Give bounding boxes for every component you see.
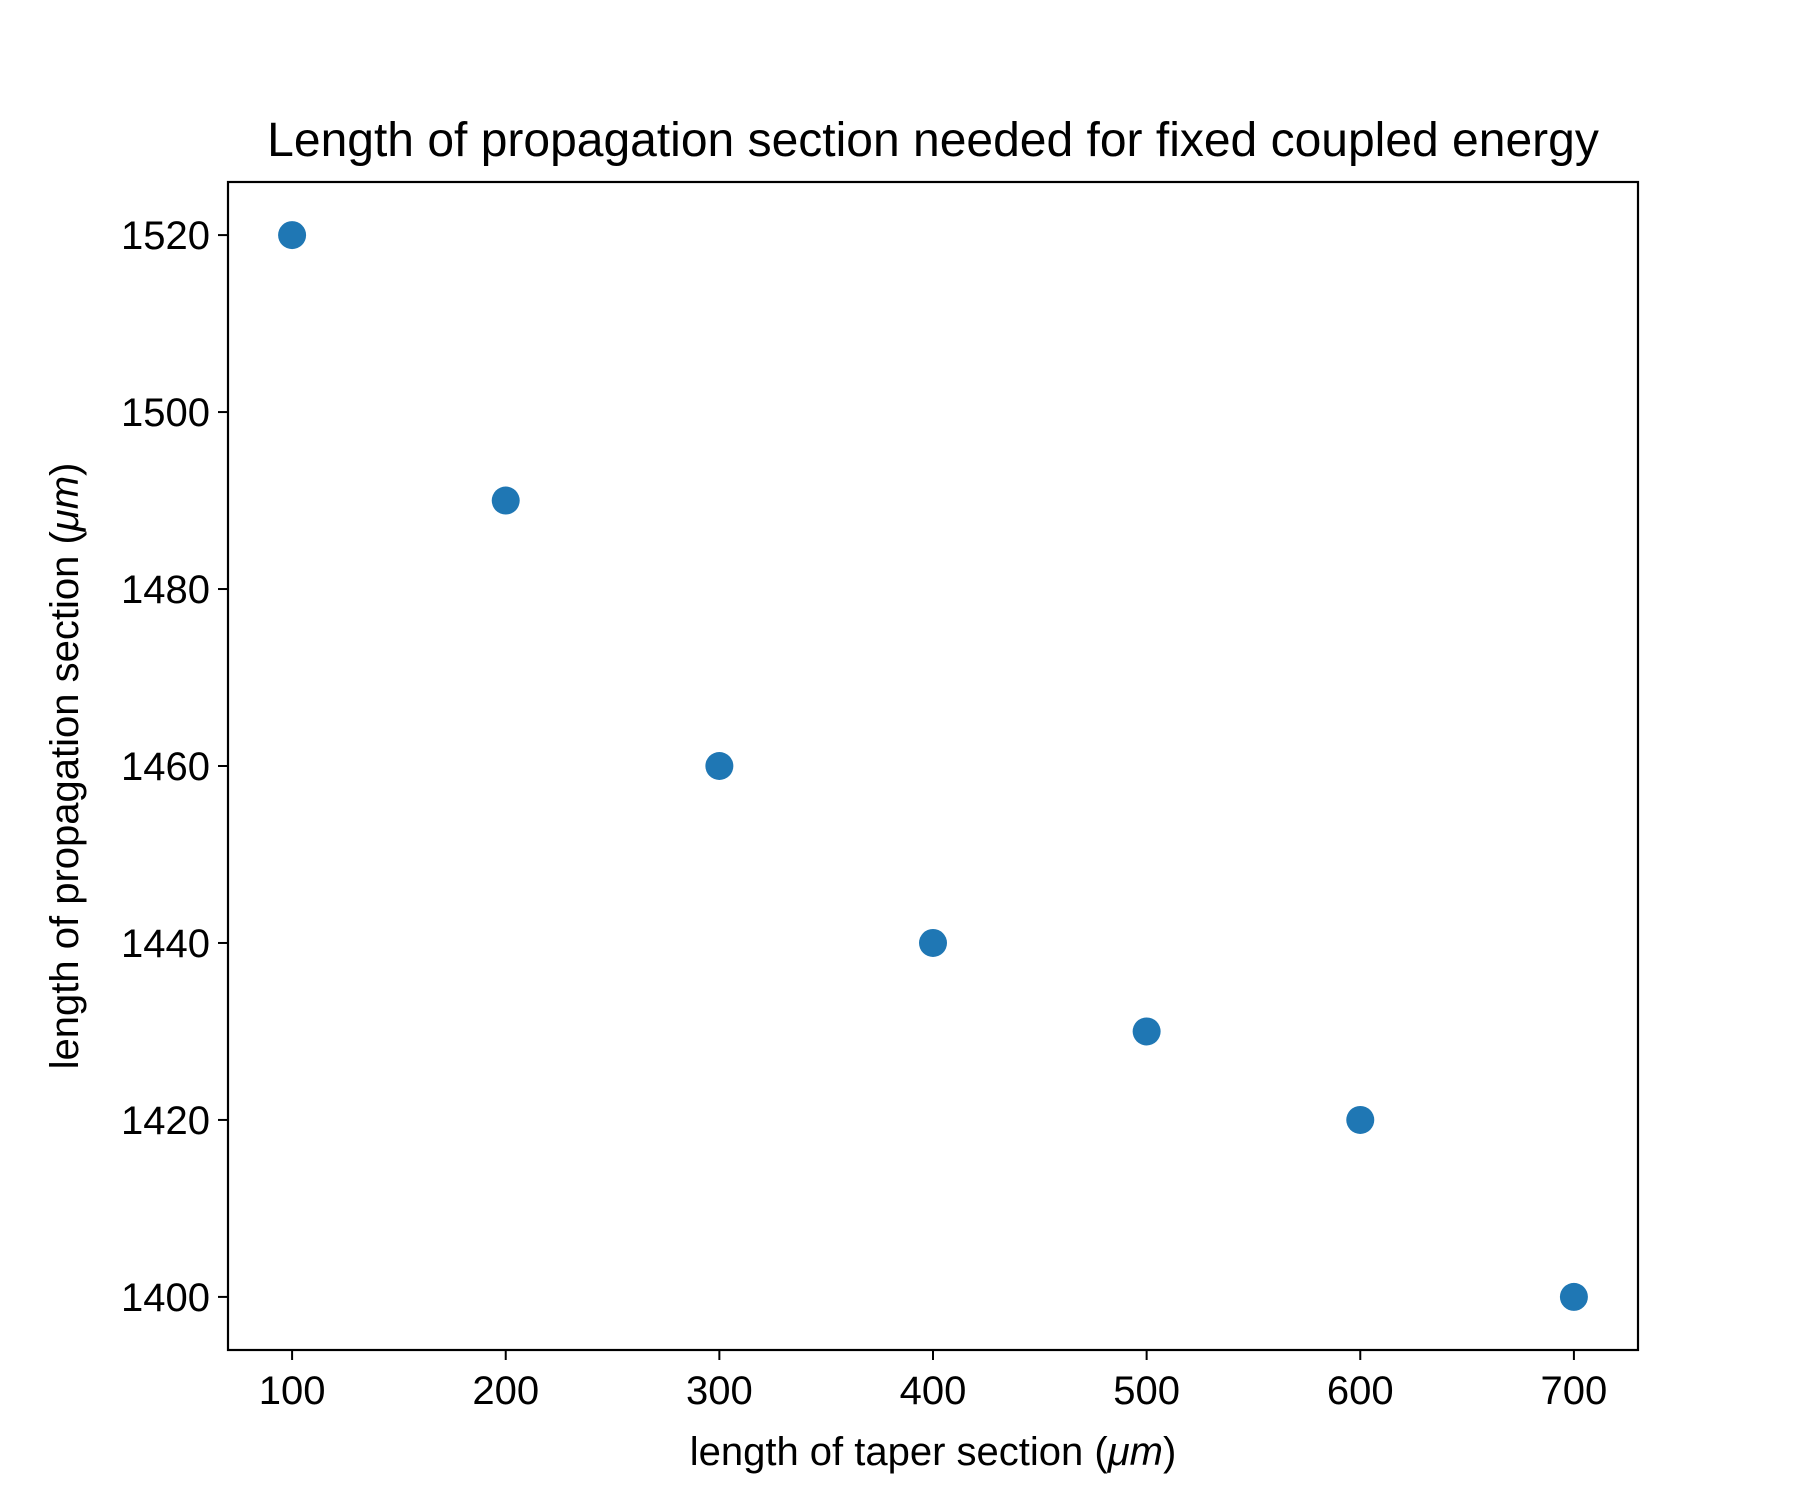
y-tick-label: 1440 [121, 922, 210, 966]
data-point-5 [1132, 1017, 1161, 1046]
y-axis-ticks: 1400 1420 1440 1460 1480 1500 1520 [121, 214, 228, 1320]
x-tick-label: 700 [1541, 1369, 1608, 1413]
y-axis-label-prefix: length of propagation section ( [43, 531, 87, 1070]
data-point-6 [1346, 1105, 1375, 1134]
x-tick-label: 200 [472, 1369, 539, 1413]
x-tick-label: 500 [1113, 1369, 1180, 1413]
x-tick-label: 600 [1327, 1369, 1394, 1413]
x-tick-label: 400 [900, 1369, 967, 1413]
y-tick-label: 1500 [121, 391, 210, 435]
x-axis-label-prefix: length of taper section ( [690, 1430, 1109, 1474]
y-tick-label: 1480 [121, 568, 210, 612]
x-axis-label: length of taper section (μm) [690, 1430, 1177, 1474]
y-axis-label-suffix: ) [43, 463, 87, 476]
data-point-4 [919, 928, 947, 957]
x-axis-ticks: 100 200 300 400 500 600 700 [259, 1350, 1608, 1413]
x-tick-label: 300 [686, 1369, 753, 1413]
chart-title: Length of propagation section needed for… [267, 114, 1599, 167]
y-axis-label: length of propagation section (μm) [43, 463, 87, 1070]
y-axis-label-unit: μm [43, 476, 87, 532]
y-tick-label: 1520 [121, 214, 210, 258]
x-axis-label-suffix: ) [1163, 1430, 1176, 1474]
data-point-2 [491, 486, 520, 515]
data-point-3 [705, 752, 734, 780]
scatter-points [278, 221, 1588, 1311]
x-axis-label-unit: μm [1107, 1430, 1163, 1474]
x-tick-label: 100 [259, 1369, 326, 1413]
data-point-1 [278, 221, 307, 250]
y-tick-label: 1460 [121, 745, 210, 789]
y-tick-label: 1420 [121, 1099, 210, 1143]
y-tick-label: 1400 [121, 1276, 210, 1320]
plot-area-frame [226, 180, 1640, 1352]
data-point-7 [1559, 1282, 1588, 1311]
chart-title-group: Length of propagation section needed for… [267, 114, 1599, 167]
